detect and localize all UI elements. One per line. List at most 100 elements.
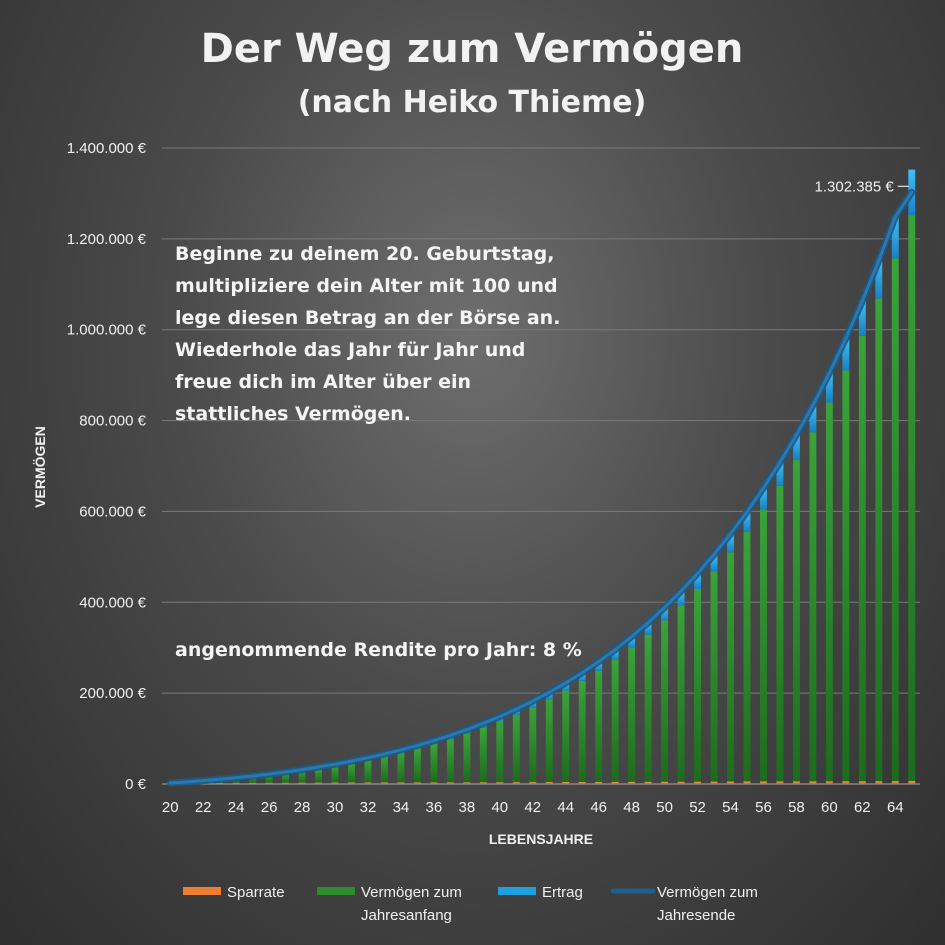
bar-ertrag (611, 649, 619, 660)
bar-sparrate (776, 781, 784, 784)
bar-sparrate (694, 781, 702, 784)
bar-vermoegen-jahresanfang (661, 620, 669, 782)
bar-sparrate (380, 782, 388, 784)
bar-vermoegen-jahresanfang (413, 748, 421, 783)
bar-vermoegen-jahresanfang (315, 768, 323, 783)
x-tick-label: 38 (459, 799, 476, 816)
annotation-line: freue dich im Alter über ein (175, 371, 471, 393)
bars (166, 169, 916, 784)
bar-vermoegen-jahresanfang (331, 765, 339, 783)
gridlines (162, 147, 920, 785)
chart-subtitle: (nach Heiko Thieme) (298, 85, 647, 120)
bar-ertrag (858, 299, 866, 336)
bar-vermoegen-jahresanfang (282, 772, 290, 783)
bar-vermoegen-jahresanfang (380, 756, 388, 783)
bar-vermoegen-jahresanfang (628, 647, 636, 782)
bar-vermoegen-jahresanfang (908, 215, 916, 782)
x-tick-label: 50 (656, 799, 673, 816)
bar-vermoegen-jahresanfang (397, 752, 405, 783)
bar-sparrate (315, 782, 323, 784)
bar-vermoegen-jahresanfang (611, 659, 619, 782)
bar-sparrate (529, 782, 537, 784)
bar-vermoegen-jahresanfang (265, 774, 273, 783)
legend-label: Ertrag (542, 884, 583, 901)
bar-ertrag (727, 533, 734, 553)
x-tick-label: 22 (195, 799, 212, 816)
x-tick-label: 28 (294, 799, 311, 816)
legend-swatch (498, 887, 536, 895)
x-tick-label: 62 (854, 799, 871, 816)
bar-ertrag (825, 372, 833, 403)
bar-vermoegen-jahresanfang (825, 402, 833, 782)
bar-sparrate (809, 781, 817, 784)
bar-vermoegen-jahresanfang (710, 571, 718, 782)
bar-sparrate (512, 782, 520, 784)
legend-label: Jahresende (657, 907, 735, 924)
bar-ertrag (710, 554, 718, 572)
bar-ertrag (776, 461, 784, 486)
x-tick-label: 64 (887, 799, 904, 816)
y-axis-ticks: 0 € 200.000 € 400.000 € 600.000 € 800.000 € 1… (67, 140, 147, 793)
bar-sparrate (595, 781, 603, 784)
bar-vermoegen-jahresanfang (512, 714, 520, 783)
bar-vermoegen-jahresanfang (776, 485, 784, 782)
bar-sparrate (875, 781, 883, 784)
peak-value: 1.302.385 € (815, 178, 895, 195)
bar-vermoegen-jahresanfang (430, 743, 438, 783)
bar-vermoegen-jahresanfang (792, 460, 800, 782)
annotation-text-block: Beginne zu deinem 20. Geburtstag, multipl… (175, 243, 560, 425)
x-tick-label: 26 (261, 799, 278, 816)
bar-vermoegen-jahresanfang (364, 759, 372, 783)
bar-sparrate (364, 782, 372, 784)
x-tick-label: 20 (162, 799, 179, 816)
bar-sparrate (908, 781, 916, 784)
bar-vermoegen-jahresanfang (743, 531, 751, 782)
x-tick-label: 48 (623, 799, 640, 816)
bar-vermoegen-jahresanfang (562, 690, 570, 783)
line-vermoegen-jahresende-highlight (168, 190, 914, 785)
bar-ertrag (743, 511, 751, 532)
x-tick-label: 34 (393, 799, 410, 816)
bar-vermoegen-jahresanfang (479, 727, 487, 783)
annotation-line: Wiederhole das Jahr für Jahr und (175, 339, 525, 361)
legend-swatch (317, 887, 355, 895)
x-axis-ticks: 20 22 24 26 28 30 32 34 36 38 40 42 44 46 48 50 52 54 56 58… (162, 799, 904, 816)
y-tick-label: 0 € (125, 776, 147, 793)
annotation-line: stattliches Vermögen. (175, 403, 411, 425)
y-tick-label: 600.000 € (79, 503, 146, 520)
bar-sparrate (562, 782, 570, 784)
x-tick-label: 42 (524, 799, 541, 816)
bar-vermoegen-jahresanfang (677, 605, 685, 782)
bar-sparrate (661, 781, 669, 784)
bar-sparrate (644, 781, 652, 784)
x-tick-label: 40 (491, 799, 508, 816)
bar-ertrag (875, 259, 883, 299)
bar-vermoegen-jahresanfang (644, 634, 652, 782)
bar-sparrate (282, 782, 290, 784)
y-tick-label: 200.000 € (79, 685, 146, 702)
bar-sparrate (413, 782, 421, 784)
annotation-line: multipliziere dein Alter mit 100 und (175, 275, 558, 297)
x-tick-label: 36 (426, 799, 443, 816)
bar-sparrate (710, 781, 718, 784)
bar-vermoegen-jahresanfang (249, 776, 257, 783)
bar-vermoegen-jahresanfang (875, 298, 883, 782)
bar-sparrate (430, 782, 438, 784)
bar-sparrate (825, 781, 833, 784)
bar-ertrag (628, 636, 636, 648)
y-tick-label: 1.000.000 € (67, 322, 147, 339)
annotation-line: Beginne zu deinem 20. Geburtstag, (175, 243, 554, 265)
bar-vermoegen-jahresanfang (463, 733, 471, 783)
bar-sparrate (331, 782, 339, 784)
bar-ertrag (661, 607, 669, 621)
bar-vermoegen-jahresanfang (298, 770, 306, 783)
bar-sparrate (479, 782, 487, 784)
annotation-rendite: angenommende Rendite pro Jahr: 8 % (175, 639, 582, 661)
bar-vermoegen-jahresanfang (545, 699, 553, 783)
bar-vermoegen-jahresanfang (891, 258, 899, 782)
y-tick-label: 1.400.000 € (67, 140, 147, 157)
bar-ertrag (595, 661, 603, 671)
bar-vermoegen-jahresanfang (348, 762, 355, 783)
bar-sparrate (545, 782, 553, 784)
bar-ertrag (809, 404, 817, 433)
